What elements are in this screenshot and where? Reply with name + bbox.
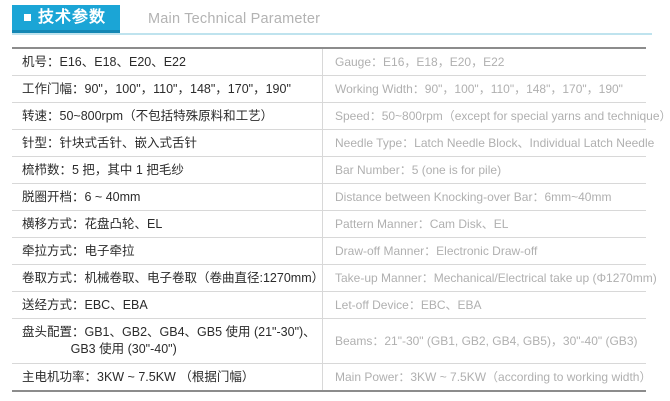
spec-label-en: Take-up Manner：Mechanical/Electrical tak… — [335, 270, 657, 285]
spec-label-cn: 脱圈开档：6 ~ 40mm — [12, 184, 323, 210]
spec-label-en: Draw-off Manner：Electronic Draw-off — [335, 243, 538, 258]
spec-label-cn: 针型：针块式舌针、嵌入式舌针 — [12, 130, 323, 156]
section-badge: 技术参数 — [12, 5, 121, 33]
spec-label-cn: 主电机功率：3KW ~ 7.5KW （根据门幅） — [12, 364, 323, 390]
header-divider — [12, 33, 652, 35]
table-row: 主电机功率：3KW ~ 7.5KW （根据门幅） Main Power：3KW ~… — [12, 364, 651, 390]
spec-label-cn: 转速：50~800rpm（不包括特殊原料和工艺） — [12, 103, 323, 129]
page-header: 技术参数 Main Technical Parameter — [0, 0, 670, 38]
spec-label-en: Main Power：3KW ~ 7.5KW（according to work… — [335, 369, 652, 384]
table-row: 机号：E16、E18、E20、E22 Gauge：E16，E18，E20，E22 — [12, 49, 646, 76]
spec-label-en: Pattern Manner：Cam Disk、EL — [335, 216, 509, 231]
section-title-cn: 技术参数 — [38, 8, 107, 26]
table-row: 针型：针块式舌针、嵌入式舌针 Needle Type：Latch Needle B… — [12, 130, 654, 157]
spec-label-cn: 横移方式：花盘凸轮、EL — [12, 211, 323, 237]
spec-label-cn: 工作门幅：90"，100"，110"，148"，170"，190" — [12, 76, 323, 102]
spec-label-cn: 牵拉方式：电子牵拉 — [12, 238, 323, 264]
spec-label-en: Needle Type：Latch Needle Block、Individua… — [335, 135, 655, 150]
table-row: 脱圈开档：6 ~ 40mm Distance between Knocking-o… — [12, 184, 646, 211]
square-bullet-icon — [24, 14, 31, 21]
technical-parameter-table: 机号：E16、E18、E20、E22 Gauge：E16，E18，E20，E22 工… — [12, 47, 670, 392]
section-title-en: Main Technical Parameter — [148, 11, 321, 27]
spec-label-cn: 送经方式：EBC、EBA — [12, 292, 323, 318]
spec-label-cn: 梳栉数：5 把，其中 1 把毛纱 — [12, 157, 323, 183]
spec-label-en: Working Width：90"，100"，110"，148"，170"，19… — [335, 81, 623, 96]
spec-label-en: Let-off Device：EBC、EBA — [335, 297, 482, 312]
spec-label-en: Gauge：E16，E18，E20，E22 — [335, 54, 505, 69]
spec-label-cn: 盘头配置：GB1、GB2、GB4、GB5 使用 (21"-30")、 GB3 使… — [12, 319, 323, 363]
table-row: 送经方式：EBC、EBA Let-off Device：EBC、EBA — [12, 292, 646, 319]
spec-label-en: Speed：50~800rpm（except for special yarns… — [335, 108, 670, 123]
spec-label-en: Distance between Knocking-over Bar：6mm~4… — [335, 189, 612, 204]
table-row: 卷取方式：机械卷取、电子卷取（卷曲直径:1270mm） Take-up Manne… — [12, 265, 657, 292]
table-row: 转速：50~800rpm（不包括特殊原料和工艺） Speed：50~800rpm（… — [12, 103, 670, 130]
spec-label-cn: 机号：E16、E18、E20、E22 — [12, 49, 323, 75]
spec-label-en: Beams：21"-30" (GB1, GB2, GB4, GB5)，30"-4… — [335, 333, 638, 348]
table-row: 盘头配置：GB1、GB2、GB4、GB5 使用 (21"-30")、 GB3 使… — [12, 319, 646, 364]
spec-label-en: Bar Number：5 (one is for pile) — [335, 162, 502, 177]
table-row: 梳栉数：5 把，其中 1 把毛纱 Bar Number：5 (one is for… — [12, 157, 646, 184]
spec-label-cn: 卷取方式：机械卷取、电子卷取（卷曲直径:1270mm） — [12, 265, 324, 291]
table-row: 工作门幅：90"，100"，110"，148"，170"，190" Working… — [12, 76, 646, 103]
table-row: 横移方式：花盘凸轮、EL Pattern Manner：Cam Disk、EL — [12, 211, 646, 238]
table-row: 牵拉方式：电子牵拉 Draw-off Manner：Electronic Draw… — [12, 238, 646, 265]
